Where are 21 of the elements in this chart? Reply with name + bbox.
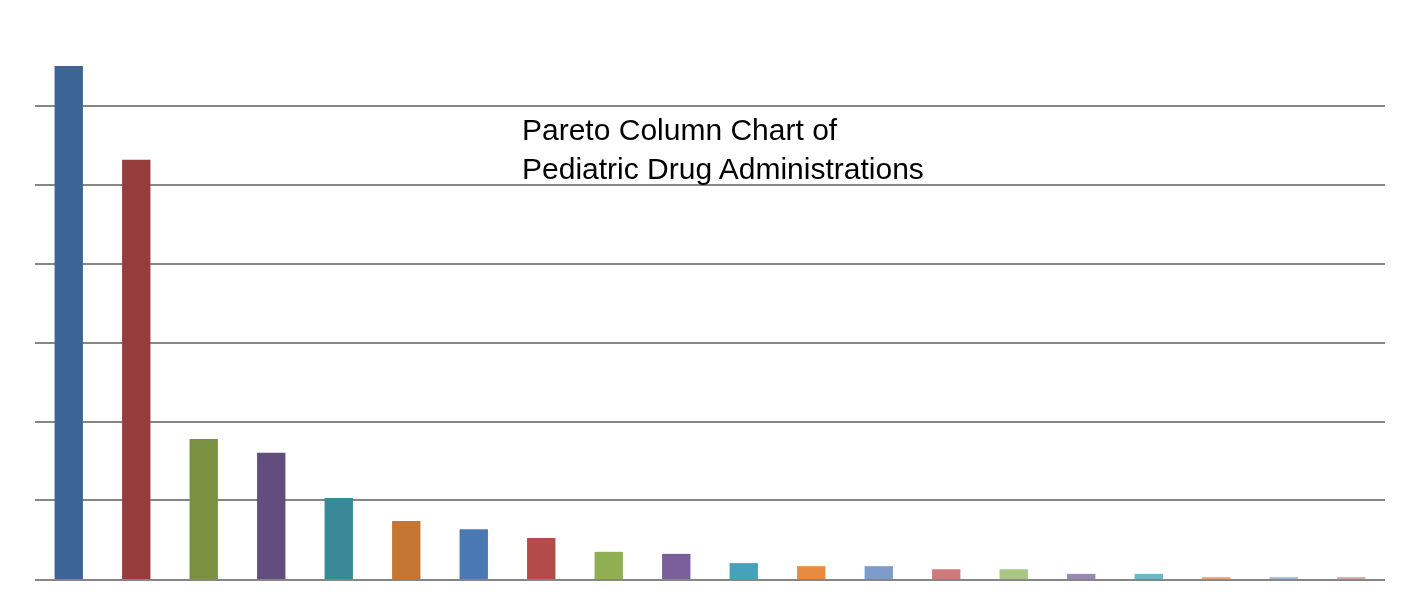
bar [1269,576,1298,579]
text: Pareto Column Chart of Pediatric Drug Administrations [522,113,924,185]
bar [864,566,893,579]
bar [594,551,623,579]
bar [999,569,1028,579]
bar [1202,576,1231,579]
bar [189,438,218,579]
bar [1134,573,1163,579]
bar [932,569,961,579]
bar [527,537,556,579]
bar [324,497,353,579]
bar [122,159,151,579]
bar [459,529,488,579]
bar [1337,576,1366,579]
bar [392,521,421,579]
bar [797,566,826,579]
bar [257,452,286,579]
bar [729,563,758,579]
bar [1067,573,1096,579]
bar [54,65,83,579]
bar [662,553,691,579]
